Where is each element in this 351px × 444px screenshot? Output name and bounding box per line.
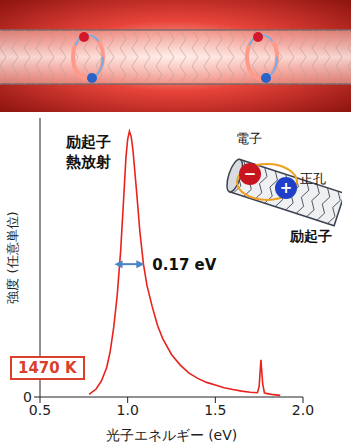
svg-text:0: 0 — [23, 389, 32, 405]
html-text:1470 K: 1470 K — [18, 359, 77, 377]
svg-text:−: − — [244, 165, 257, 183]
svg-text:2.0: 2.0 — [292, 402, 314, 418]
svg-text:+: + — [280, 179, 293, 197]
html-text:電子: 電子 — [236, 131, 262, 146]
svg-text:0.5: 0.5 — [29, 402, 51, 418]
svg-text:1.5: 1.5 — [204, 402, 226, 418]
svg-text:0.17 eV: 0.17 eV — [152, 256, 216, 274]
html-text:励起子: 励起子 — [66, 133, 111, 151]
html-text:正孔: 正孔 — [300, 171, 326, 186]
svg-text:1.0: 1.0 — [117, 402, 139, 418]
svg-text:光子エネルギー (eV): 光子エネルギー (eV) — [106, 427, 238, 443]
svg-text:強度 (任意単位): 強度 (任意単位) — [5, 211, 20, 303]
html-text:励起子: 励起子 — [290, 228, 332, 244]
html-text:熱放射: 熱放射 — [66, 153, 111, 171]
